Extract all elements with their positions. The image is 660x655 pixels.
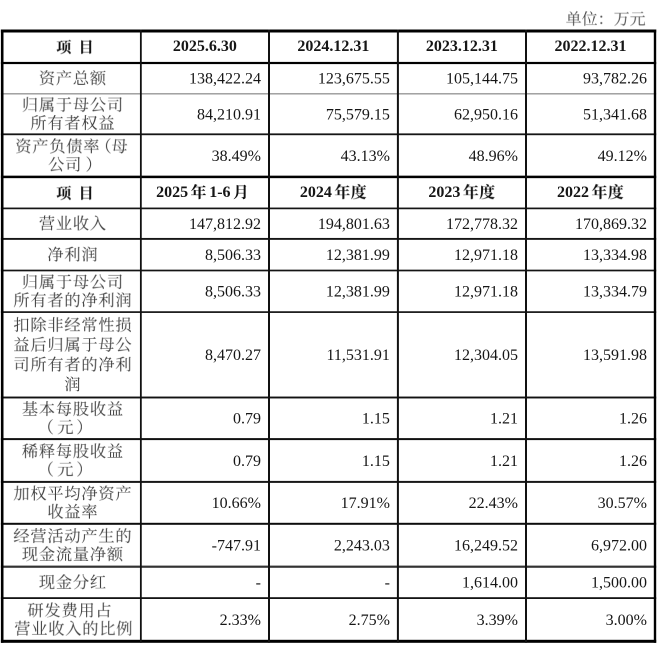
svg-text:12,304.05: 12,304.05 [454, 347, 518, 364]
svg-text:1.15: 1.15 [362, 411, 390, 428]
svg-text:43.13%: 43.13% [341, 148, 390, 165]
svg-text:-747.91: -747.91 [212, 538, 261, 555]
svg-text:1,500.00: 1,500.00 [591, 575, 647, 592]
svg-text:2024: 2024 [300, 184, 332, 201]
svg-text:123,675.55: 123,675.55 [318, 71, 390, 88]
svg-text:2025.6.30: 2025.6.30 [173, 38, 237, 55]
svg-text:170,869.32: 170,869.32 [575, 216, 647, 233]
svg-text:30.57%: 30.57% [598, 495, 647, 512]
svg-text:1.26: 1.26 [619, 453, 647, 470]
svg-text:12,381.99: 12,381.99 [326, 284, 390, 301]
svg-text:1.21: 1.21 [490, 411, 518, 428]
svg-text:138,422.24: 138,422.24 [189, 71, 261, 88]
svg-text:1.26: 1.26 [619, 411, 647, 428]
svg-text:75,579.15: 75,579.15 [326, 106, 390, 123]
svg-text:6,972.00: 6,972.00 [591, 538, 647, 555]
svg-text:8,506.33: 8,506.33 [205, 284, 261, 301]
svg-text:2023.12.31: 2023.12.31 [426, 38, 498, 55]
svg-text:8,506.33: 8,506.33 [205, 247, 261, 264]
svg-text:49.12%: 49.12% [598, 148, 647, 165]
svg-text:147,812.92: 147,812.92 [189, 216, 261, 233]
svg-text:22.43%: 22.43% [469, 495, 518, 512]
svg-text:17.91%: 17.91% [341, 495, 390, 512]
svg-text:3.39%: 3.39% [477, 612, 518, 629]
svg-text:11,531.91: 11,531.91 [326, 347, 389, 364]
svg-text:10.66%: 10.66% [212, 495, 261, 512]
svg-text:12,971.18: 12,971.18 [454, 247, 518, 264]
svg-text:194,801.63: 194,801.63 [318, 216, 390, 233]
svg-text:12,381.99: 12,381.99 [326, 247, 390, 264]
svg-text:2025: 2025 [156, 184, 188, 201]
svg-text:16,249.52: 16,249.52 [454, 538, 518, 555]
svg-text:3.00%: 3.00% [606, 612, 647, 629]
svg-text:2024.12.31: 2024.12.31 [297, 38, 369, 55]
svg-text:84,210.91: 84,210.91 [197, 106, 261, 123]
svg-text:13,334.98: 13,334.98 [583, 247, 647, 264]
svg-text:8,470.27: 8,470.27 [205, 347, 261, 364]
svg-text:2023: 2023 [428, 184, 460, 201]
svg-text:38.49%: 38.49% [212, 148, 261, 165]
svg-text:51,341.68: 51,341.68 [583, 106, 647, 123]
svg-text:1,614.00: 1,614.00 [462, 575, 518, 592]
svg-text:2022: 2022 [557, 184, 589, 201]
svg-text:13,591.98: 13,591.98 [583, 347, 647, 364]
svg-text:-: - [256, 575, 261, 592]
svg-text:1-6: 1-6 [209, 184, 230, 201]
svg-text:0.79: 0.79 [233, 411, 261, 428]
svg-text:1.15: 1.15 [362, 453, 390, 470]
svg-text:13,334.79: 13,334.79 [583, 284, 647, 301]
svg-text:172,778.32: 172,778.32 [446, 216, 518, 233]
svg-text:2022.12.31: 2022.12.31 [555, 38, 627, 55]
svg-text:2.33%: 2.33% [220, 612, 261, 629]
svg-text:62,950.16: 62,950.16 [454, 106, 518, 123]
svg-text:2.75%: 2.75% [349, 612, 390, 629]
svg-text:0.79: 0.79 [233, 453, 261, 470]
svg-text:105,144.75: 105,144.75 [446, 71, 518, 88]
svg-text:1.21: 1.21 [490, 453, 518, 470]
svg-text:48.96%: 48.96% [469, 148, 518, 165]
svg-text:12,971.18: 12,971.18 [454, 284, 518, 301]
svg-text:93,782.26: 93,782.26 [583, 71, 647, 88]
svg-text:2,243.03: 2,243.03 [334, 538, 390, 555]
svg-text:-: - [385, 575, 390, 592]
